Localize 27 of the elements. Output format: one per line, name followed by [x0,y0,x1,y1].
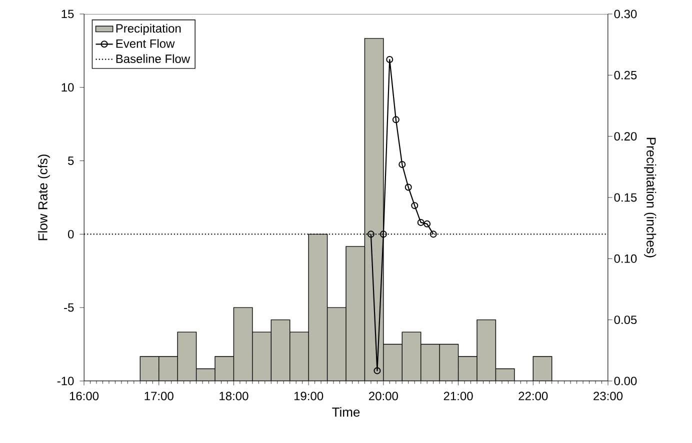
legend-label: Precipitation [116,24,181,36]
y2-tick-label: 0.25 [614,70,637,80]
x-tick-label: 21:00 [444,392,473,400]
y-axis-title: Flow Rate (cfs) [38,154,50,240]
legend-label: Baseline Flow [116,54,190,64]
x-tick-label: 16:00 [70,392,99,400]
y2-tick-label: 0.15 [614,193,637,202]
y-tick-label: 10 [62,83,74,92]
x-tick-label: 23:00 [594,392,623,400]
y-tick-label: 5 [68,156,74,165]
y-tick-label: 15 [62,10,74,18]
x-tick-label: 19:00 [294,392,324,400]
y2-tick-label: 0.10 [614,254,637,263]
y2-tick-label: 0.30 [614,10,637,18]
x-axis-title: Time [332,407,360,417]
y-tick-label: 0 [68,230,74,238]
y-tick-label: -10 [57,376,74,386]
x-tick-label: 22:00 [518,392,548,400]
y2-tick-label: 0.00 [614,376,637,386]
y2-axis-title: Precipitation (inches) [644,138,656,258]
x-tick-label: 20:00 [369,392,398,400]
x-tick-label: 17:00 [144,392,174,400]
y2-tick-label: 0.05 [614,316,637,324]
y-tick-label: -5 [64,303,74,312]
legend-label: Event Flow [116,39,175,48]
x-tick-label: 18:00 [220,392,248,400]
y2-tick-label: 0.20 [614,132,637,141]
